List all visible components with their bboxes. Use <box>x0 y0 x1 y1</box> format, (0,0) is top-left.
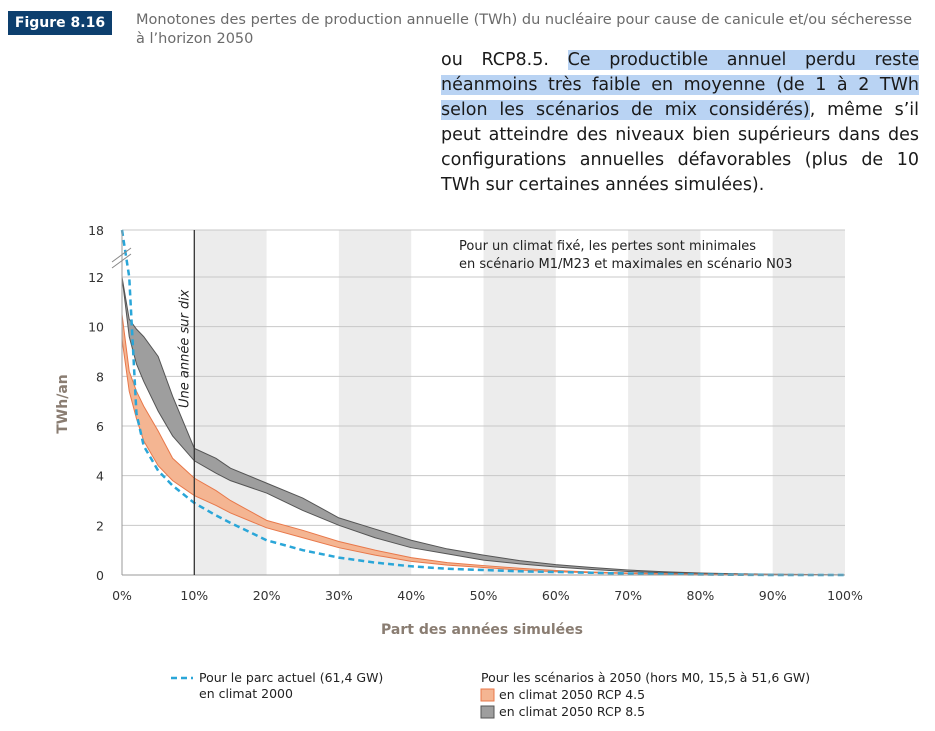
y-tick-label: 2 <box>96 518 104 533</box>
figure-number-badge: Figure 8.16 <box>8 11 112 35</box>
y-axis-break-mark <box>111 247 132 269</box>
background-band <box>772 230 845 575</box>
background-bands <box>194 230 845 575</box>
y-tick-label: 8 <box>96 369 104 384</box>
y-tick-label: 12 <box>88 270 104 285</box>
x-tick-label: 10% <box>180 588 208 603</box>
overlay-text-end: , même s’il peut atteindre des niveaux b… <box>441 100 919 195</box>
series-current-fleet-line <box>120 229 845 577</box>
legend: Pour le parc actuel (61,4 GW) en climat … <box>171 670 810 719</box>
y-tick-label: 4 <box>96 469 104 484</box>
axes: 0 2 4 6 8 10 12 18 0% 10% 20% 30% 40% 50% 60% 70% 80% 90%… <box>88 223 863 603</box>
figure-title: Monotones des pertes de production annue… <box>136 12 913 47</box>
legend-rcp85-label: en climat 2050 RCP 8.5 <box>499 704 645 719</box>
x-tick-label: 100% <box>827 588 863 603</box>
legend-rcp45-swatch <box>480 688 495 702</box>
legend-rcp85-swatch <box>480 705 495 719</box>
background-band <box>338 230 412 575</box>
one-in-ten-label: Une année sur dix <box>177 289 192 408</box>
x-tick-label: 40% <box>397 588 425 603</box>
x-tick-label: 0% <box>112 588 132 603</box>
legend-current-label-2: en climat 2000 <box>199 686 293 701</box>
y-tick-label: 0 <box>96 568 104 583</box>
y-tick-label: 6 <box>96 419 104 434</box>
x-tick-label: 80% <box>687 588 715 603</box>
x-tick-label: 70% <box>614 588 642 603</box>
annotation-line-1: Pour un climat fixé, les pertes sont min… <box>459 239 756 254</box>
background-band <box>628 230 701 575</box>
x-tick-label: 90% <box>759 588 787 603</box>
x-axis-label: Part des années simulées <box>381 622 583 638</box>
y-tick-label: 18 <box>88 223 104 238</box>
series-lines <box>120 229 845 577</box>
x-tick-label: 30% <box>325 588 353 603</box>
y-axis-label: TWh/an <box>55 374 71 434</box>
x-tick-label: 50% <box>470 588 498 603</box>
overlay-paragraph: ou RCP8.5. Ce productible annuel perdu r… <box>441 48 919 198</box>
x-tick-label: 60% <box>542 588 570 603</box>
x-tick-label: 20% <box>253 588 281 603</box>
y-tick-label: 10 <box>88 320 104 335</box>
legend-rcp45-label: en climat 2050 RCP 4.5 <box>499 687 645 702</box>
legend-scenarios-header: Pour les scénarios à 2050 (hors M0, 15,5… <box>481 670 810 685</box>
overlay-text-start: ou RCP8.5. <box>441 50 568 70</box>
annotation-line-2: en scénario M1/M23 et maximales en scéna… <box>459 257 792 272</box>
legend-current-label-1: Pour le parc actuel (61,4 GW) <box>199 670 383 685</box>
background-band <box>483 230 556 575</box>
